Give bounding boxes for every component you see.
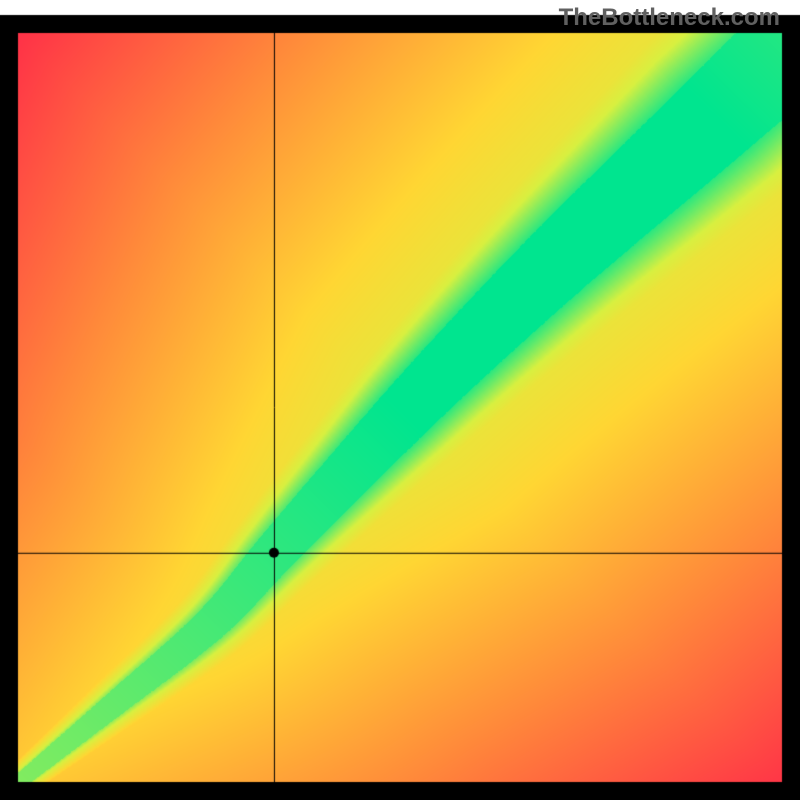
heatmap-canvas xyxy=(0,0,800,800)
chart-container: TheBottleneck.com xyxy=(0,0,800,800)
watermark-text: TheBottleneck.com xyxy=(559,4,780,32)
